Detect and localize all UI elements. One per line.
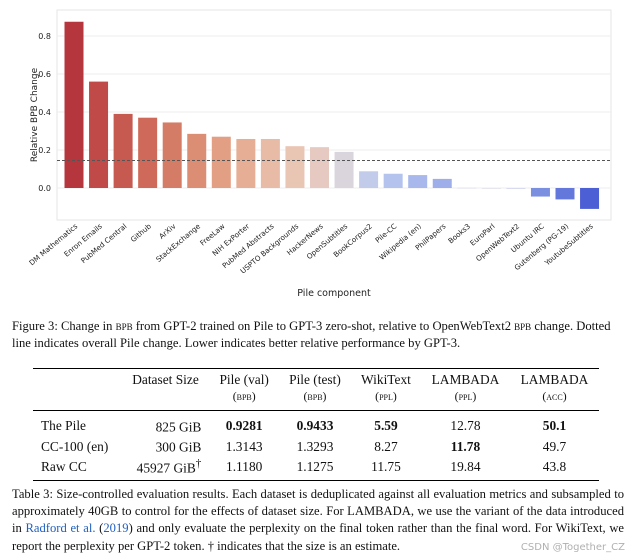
bar [506, 188, 526, 189]
results-table: Dataset Size Pile (val) Pile (test) Wiki… [33, 368, 599, 481]
size-mark: † [195, 457, 202, 470]
figure-caption-text: Change in [60, 319, 113, 333]
citation-link-year[interactable]: 2019 [103, 521, 129, 536]
table-header: LAMBADA [520, 372, 589, 387]
x-tick-label: ArXiv [157, 221, 178, 241]
table-subheader [33, 388, 122, 411]
table-header: Dataset Size [132, 372, 199, 387]
x-axis-label: Pile component [297, 288, 371, 299]
bar [162, 122, 182, 188]
lambada-acc-cell: 43.8 [542, 459, 567, 475]
table-header [33, 369, 122, 389]
bar [64, 21, 84, 188]
bar [334, 151, 354, 188]
bar [260, 138, 280, 188]
dataset-size: 300 GiB [122, 436, 210, 456]
table-subheader: (bpb) [303, 389, 327, 403]
citation-link-name[interactable]: Radford et al. [25, 521, 96, 536]
table-caption-text: and only evaluate the perplexity on the … [12, 521, 625, 553]
table-row: Raw CC 45927 GiB† 1.1180 1.1275 11.75 19… [33, 457, 599, 481]
figure-caption-label: Figure 3: [12, 319, 58, 333]
table-row: CC-100 (en) 300 GiB 1.3143 1.3293 8.27 1… [33, 436, 599, 456]
bar [530, 188, 550, 197]
table-header: Pile (test) [289, 372, 341, 387]
table-caption: Table 3: Size-controlled evaluation resu… [12, 487, 625, 553]
table-header: LAMBADA [431, 372, 500, 387]
figure-caption-text: change. Dotted line indicates overall Pi… [12, 319, 611, 350]
lambada-ppl-cell: 19.84 [450, 459, 481, 475]
bar [285, 146, 305, 188]
x-tick-label: StackExchange [154, 221, 202, 264]
figure-caption-text: from GPT-2 trained on Pile to GPT-3 zero… [135, 319, 511, 333]
y-tick-label: 0.4 [38, 108, 51, 117]
pile-test-cell: 1.1275 [296, 459, 334, 475]
lambada-ppl-cell: 11.78 [450, 438, 481, 454]
size-value: 825 GiB [155, 419, 202, 435]
table-subheader: (acc) [542, 389, 567, 403]
dataset-size: 45927 GiB† [122, 457, 210, 481]
pile-val-cell: 0.9281 [225, 418, 263, 434]
table-header: WikiText [361, 372, 411, 387]
y-axis-label: Relative BPB Change [30, 67, 40, 162]
table-subheader: (ppl) [375, 389, 397, 403]
x-tick-label: Github [129, 221, 154, 244]
table-subheader: (bpb) [232, 389, 256, 403]
table-caption-text: Size-controlled evaluation results. Each… [12, 487, 625, 536]
bar [89, 81, 109, 188]
bar [310, 147, 329, 188]
table-subheader [122, 388, 210, 411]
wikitext-cell: 8.27 [374, 438, 398, 454]
watermark: CSDN @Together_CZ [520, 542, 625, 553]
y-tick-label: 0.0 [38, 184, 51, 193]
size-value: 300 GiB [155, 439, 202, 455]
bar [408, 175, 428, 188]
y-tick-label: 0.6 [38, 70, 51, 79]
wikitext-cell: 11.75 [371, 459, 401, 475]
lambada-acc-cell: 50.1 [542, 418, 567, 434]
dataset-name: Raw CC [41, 459, 87, 475]
figure-caption: Figure 3: Change in bpb from GPT-2 train… [12, 318, 624, 352]
bar [432, 178, 452, 188]
lambada-acc-cell: 49.7 [542, 438, 567, 454]
table-caption-label: Table 3: [12, 487, 53, 501]
bar [211, 136, 231, 188]
y-tick-label: 0.2 [38, 146, 51, 155]
bar [457, 187, 477, 189]
bar [138, 117, 158, 188]
wikitext-cell: 5.59 [374, 418, 398, 434]
bar [359, 171, 379, 188]
pile-val-cell: 1.1180 [226, 459, 263, 475]
figure-caption-bpb: bpb [514, 319, 532, 333]
y-tick-label: 0.8 [38, 32, 51, 41]
x-tick-label: PubMed Central [79, 222, 128, 266]
table-row: The Pile 825 GiB 0.9281 0.9433 5.59 12.7… [33, 411, 599, 437]
bar [481, 188, 501, 189]
figure-caption-bpb: bpb [115, 319, 133, 333]
table-header: Pile (val) [219, 372, 269, 387]
pile-test-cell: 1.3293 [296, 438, 334, 454]
pile-val-cell: 1.3143 [225, 438, 263, 454]
bar [383, 173, 403, 188]
lambada-ppl-cell: 12.78 [450, 418, 481, 434]
bar [113, 113, 133, 188]
size-value: 45927 GiB [136, 460, 196, 476]
dataset-name: The Pile [41, 418, 86, 434]
table-header-row: Dataset Size Pile (val) Pile (test) Wiki… [33, 368, 599, 389]
pile-test-cell: 0.9433 [296, 418, 334, 434]
dataset-size: 825 GiB [122, 411, 210, 437]
bar [580, 188, 600, 209]
bar [187, 133, 207, 188]
bar [555, 188, 575, 200]
dataset-name: CC-100 (en) [41, 438, 109, 454]
table-subheader-row: (bpb) (bpb) (ppl) (ppl) (acc) [33, 388, 599, 411]
table-subheader: (ppl) [454, 389, 477, 403]
bar [236, 138, 256, 188]
